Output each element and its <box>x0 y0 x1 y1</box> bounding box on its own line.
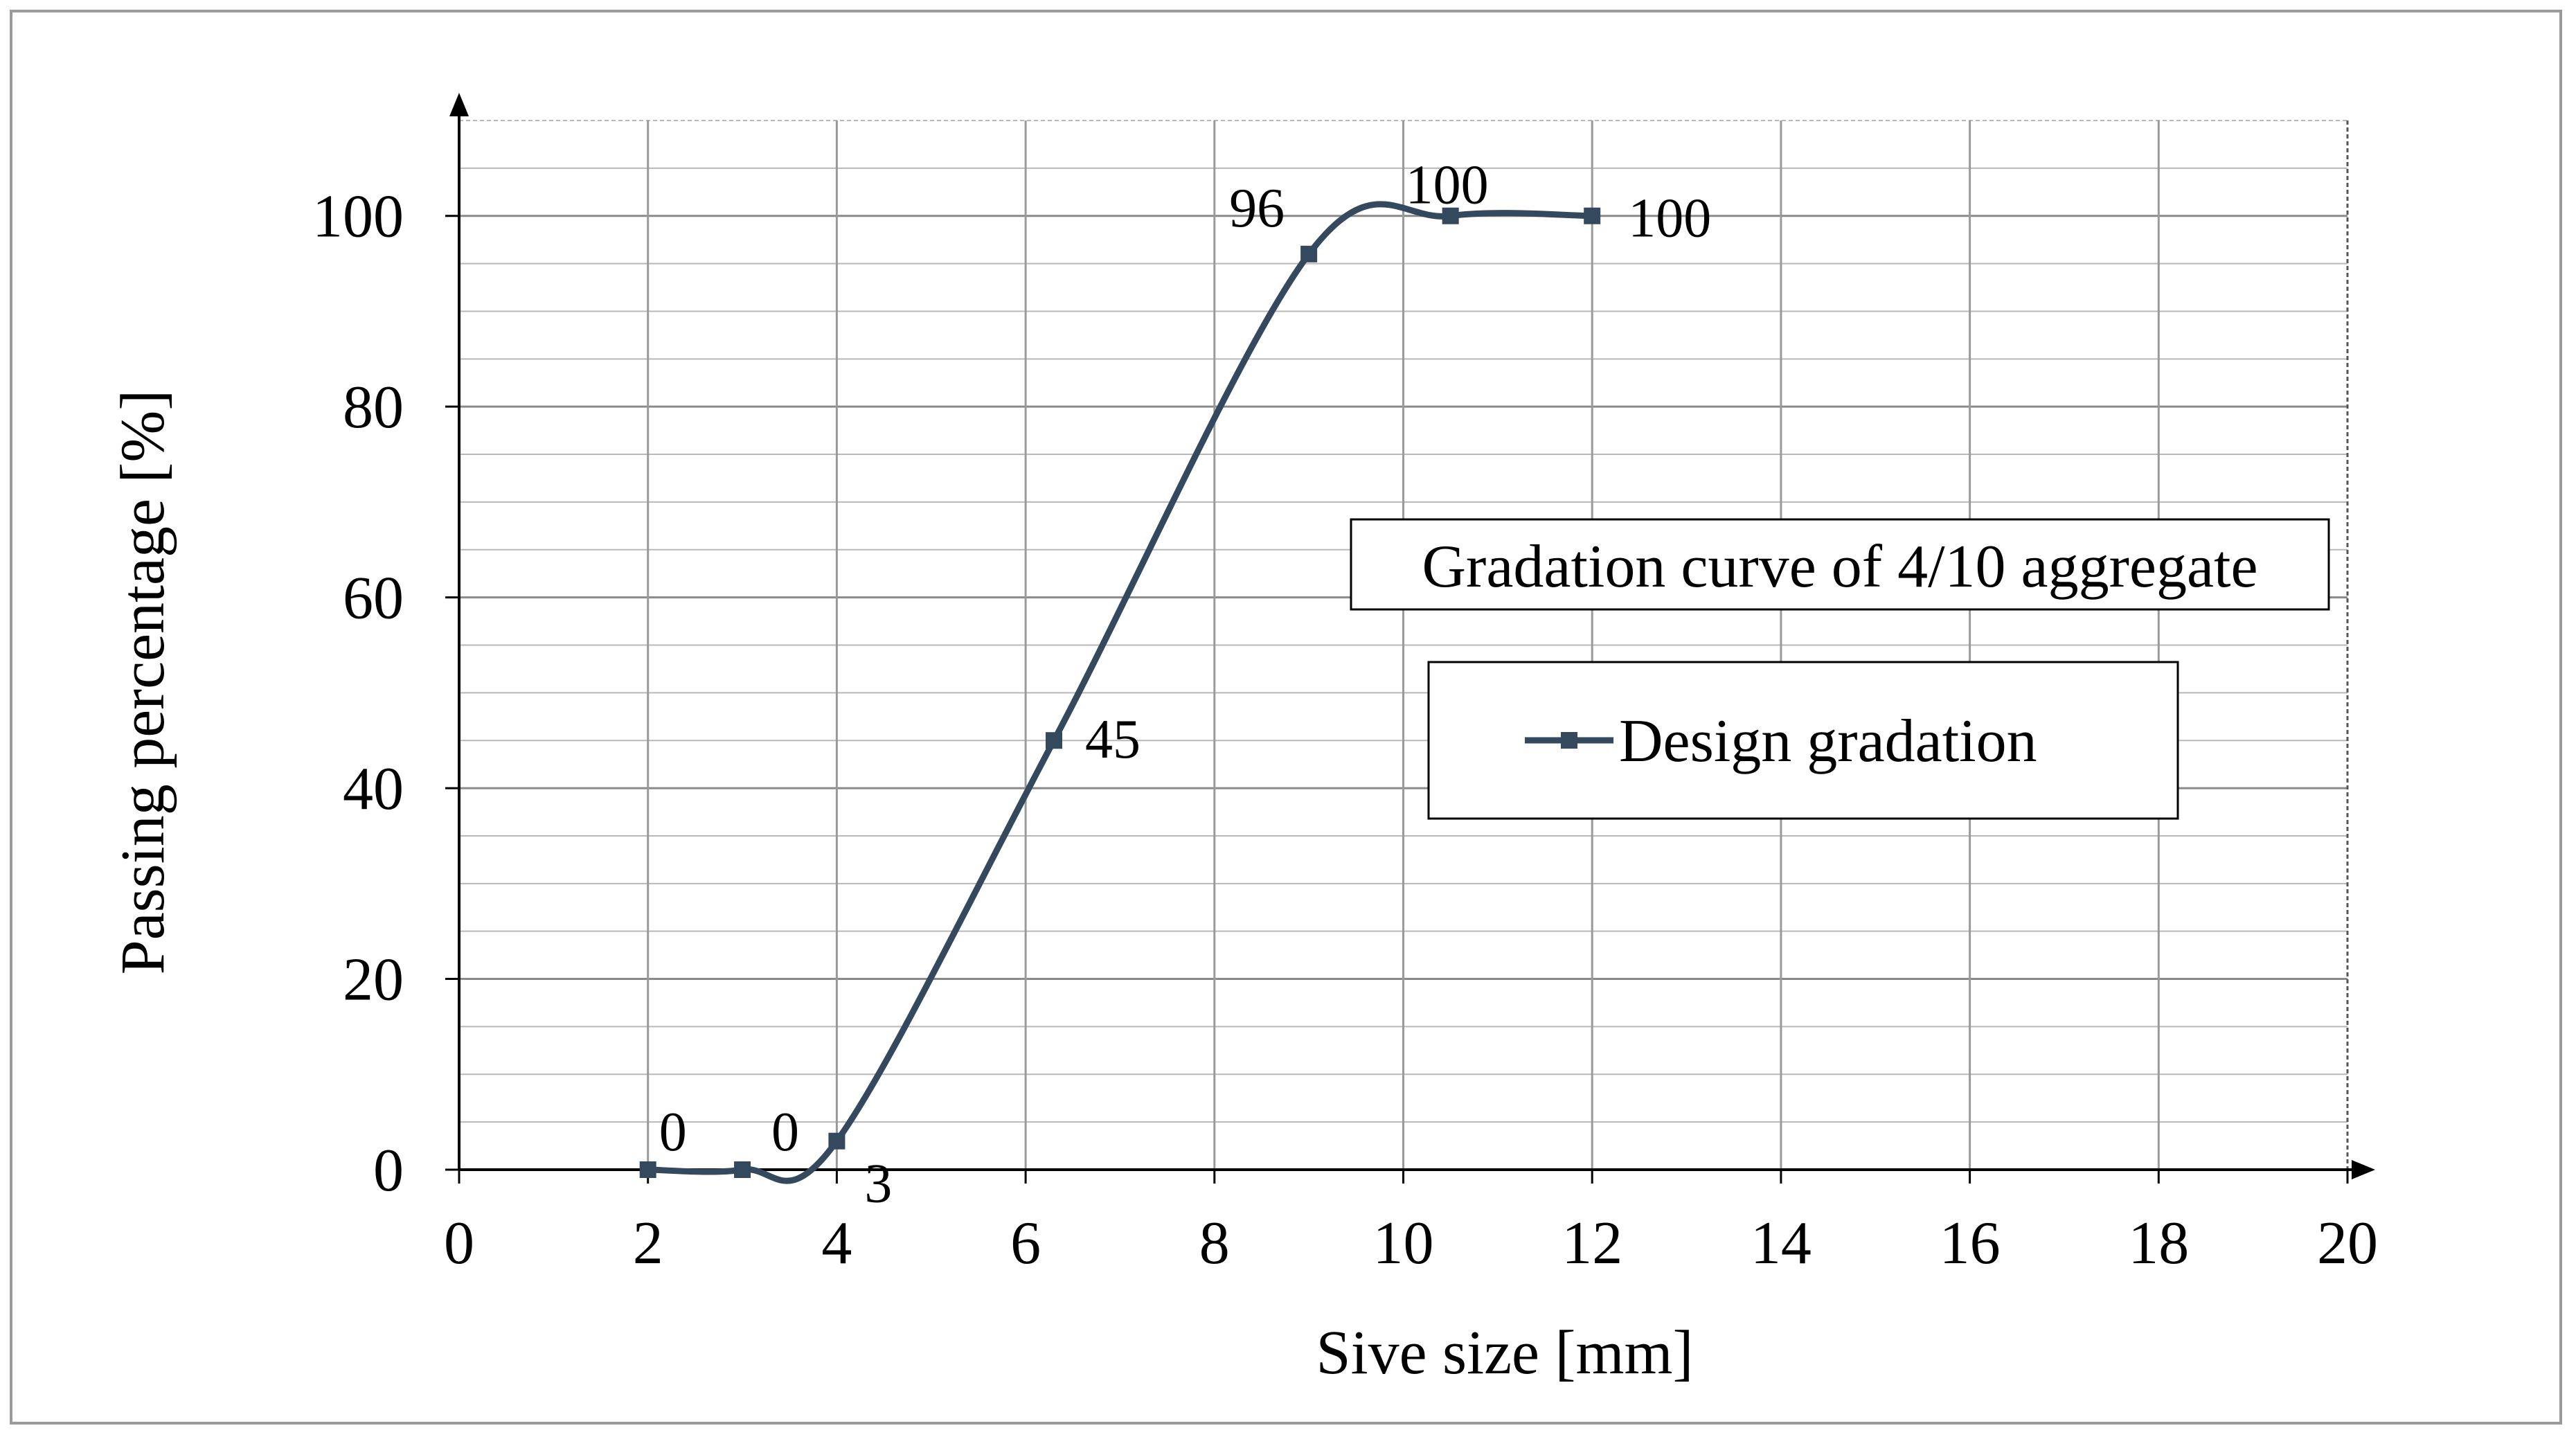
legend-marker-swatch <box>1561 732 1577 749</box>
x-tick-label: 6 <box>1010 1210 1041 1277</box>
y-tick-label: 60 <box>343 565 404 632</box>
data-label: 100 <box>1406 155 1489 216</box>
y-tick-label: 100 <box>312 184 404 251</box>
axes: 0 2 4 6 8 10 12 14 16 18 20 0 20 40 60 80 100 <box>312 93 2378 1277</box>
y-tick-label: 80 <box>343 374 404 441</box>
x-tick-label: 20 <box>2317 1210 2378 1277</box>
x-tick-label: 10 <box>1373 1210 1434 1277</box>
data-point-marker <box>1046 732 1063 749</box>
data-point-marker <box>1300 245 1318 262</box>
x-tick-label: 2 <box>633 1210 663 1277</box>
data-point-marker <box>1584 207 1601 224</box>
x-tick-label: 8 <box>1199 1210 1230 1277</box>
legend-entry-design-gradation: Design gradation <box>1619 708 2037 775</box>
series-design-gradation <box>639 201 1601 1184</box>
data-label: 3 <box>864 1154 892 1215</box>
x-tick-label: 12 <box>1562 1210 1622 1277</box>
x-tick-label: 16 <box>1940 1210 2001 1277</box>
y-tick-label: 40 <box>343 756 404 823</box>
x-axis-arrow <box>2352 1160 2375 1179</box>
legend: Design gradation <box>1427 661 2179 820</box>
x-tick-label: 18 <box>2128 1210 2189 1277</box>
series-line-design-gradation <box>645 201 1595 1184</box>
y-tick-label: 0 <box>373 1137 404 1204</box>
data-label: 100 <box>1628 188 1711 249</box>
x-tick-label: 4 <box>821 1210 852 1277</box>
x-axis-title: Sive size [mm] <box>1316 1319 1694 1387</box>
data-point-marker <box>734 1161 751 1178</box>
data-labels: 0 0 3 45 96 100 100 <box>659 155 1711 1215</box>
data-point-marker <box>639 1161 656 1178</box>
data-label: 45 <box>1085 709 1141 770</box>
y-axis-title: Passing percentage [%] <box>109 390 177 975</box>
y-axis-arrow <box>449 93 469 116</box>
data-label: 96 <box>1229 178 1285 239</box>
y-tick-label: 20 <box>343 947 404 1014</box>
x-tick-label: 0 <box>444 1210 474 1277</box>
data-label: 0 <box>659 1102 687 1163</box>
x-tick-label: 14 <box>1751 1210 1812 1277</box>
data-label: 0 <box>771 1102 799 1163</box>
grid <box>459 120 2349 1170</box>
chart-title: Gradation curve of 4/10 aggregate <box>1422 533 2257 600</box>
data-point-marker <box>1442 207 1459 224</box>
data-point-marker <box>828 1132 846 1150</box>
chart-title-box: Gradation curve of 4/10 aggregate <box>1350 518 2330 611</box>
